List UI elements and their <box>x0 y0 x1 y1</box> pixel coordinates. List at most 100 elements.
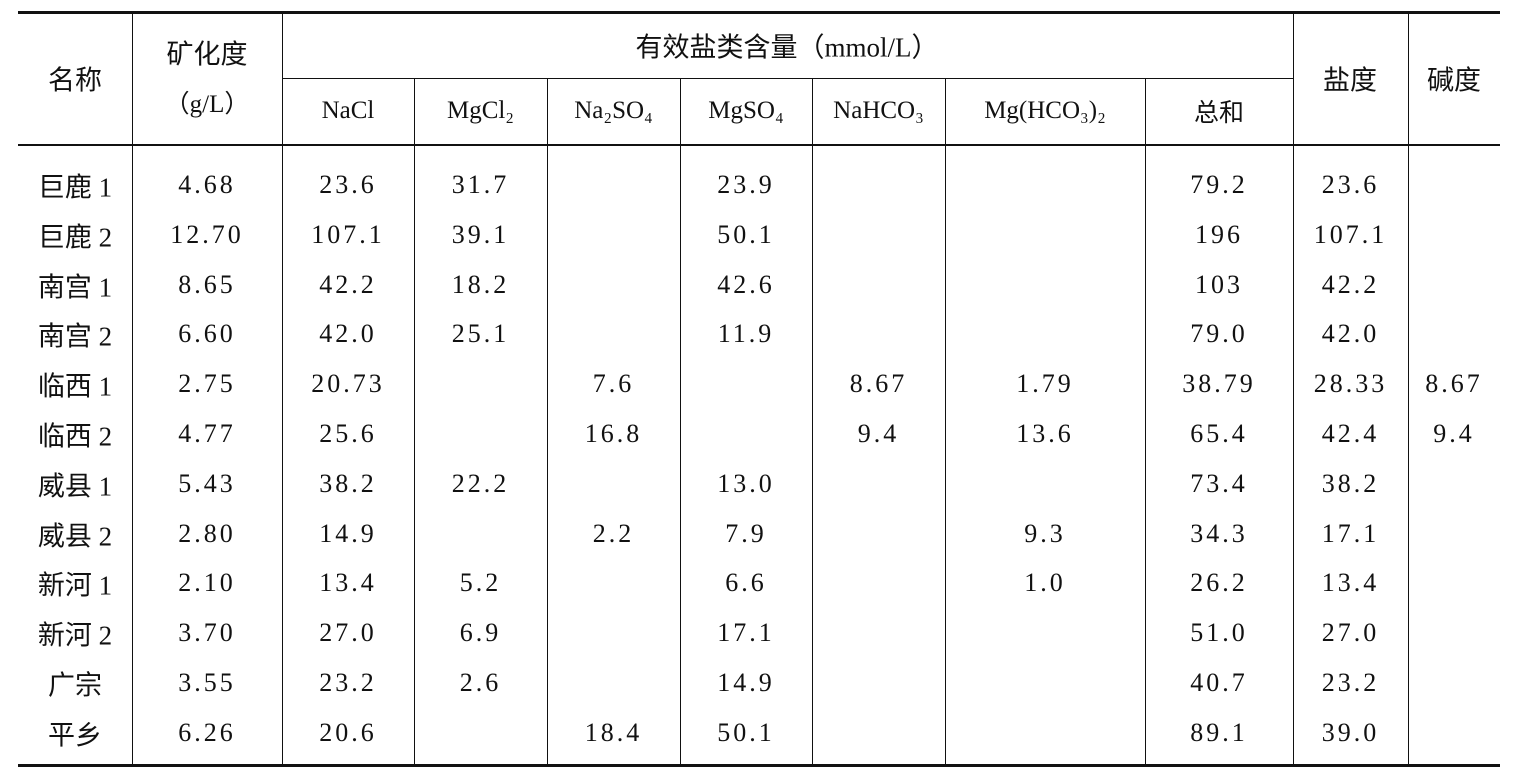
cell-value: 12.70 <box>170 219 244 249</box>
cell-value: 25.6 <box>319 419 377 448</box>
cell-value: 39.0 <box>1321 717 1380 747</box>
cell-value: 28.33 <box>1313 369 1388 399</box>
header-group: 有效盐类含量（mmol/L） <box>635 32 939 63</box>
cell-value: 2.10 <box>178 568 236 598</box>
cell-value: 42.4 <box>1321 419 1380 448</box>
cell-value: 2.80 <box>178 518 236 548</box>
cell-value: 2.6 <box>459 668 502 697</box>
cell-value: 14.9 <box>319 518 377 548</box>
cell-value: 73.4 <box>1190 468 1248 498</box>
cell-value: 7.6 <box>592 369 635 399</box>
cell-value: 18.2 <box>451 269 510 299</box>
cell-value: 5.43 <box>178 468 236 498</box>
column-rule <box>1145 79 1146 764</box>
cell-value: 26.2 <box>1190 568 1248 598</box>
cell-value: 6.9 <box>459 618 502 648</box>
column-rule <box>1293 14 1294 764</box>
row-name: 新河 2 <box>37 620 113 651</box>
cell-value: 1.0 <box>1024 568 1066 598</box>
column-rule <box>945 79 946 764</box>
cell-value: 13.4 <box>1321 568 1380 598</box>
cell-value: 6.60 <box>178 319 236 349</box>
cell-value: 65.4 <box>1190 419 1248 448</box>
cell-value: 5.2 <box>459 568 502 598</box>
cell-value: 14.9 <box>717 668 775 697</box>
cell-value: 50.1 <box>717 717 775 747</box>
cell-value: 40.7 <box>1190 668 1248 697</box>
cell-value: 79.0 <box>1190 319 1248 349</box>
row-name: 威县 1 <box>37 471 113 502</box>
header-alkalinity: 碱度 <box>1427 65 1481 96</box>
cell-value: 17.1 <box>717 618 775 648</box>
cell-value: 89.1 <box>1190 717 1248 747</box>
cell-value: 23.2 <box>319 668 377 697</box>
row-name: 新河 1 <box>37 570 113 601</box>
cell-value: 79.2 <box>1190 170 1248 199</box>
cell-value: 20.73 <box>311 369 385 399</box>
top-rule <box>18 11 1500 14</box>
cell-value: 9.3 <box>1024 518 1066 548</box>
cell-value: 34.3 <box>1190 518 1248 548</box>
cell-value: 4.68 <box>178 170 236 199</box>
header-name: 名称 <box>48 65 102 96</box>
cell-value: 9.4 <box>857 419 900 448</box>
row-name: 临西 1 <box>37 371 113 402</box>
cell-value: 27.0 <box>319 618 377 648</box>
column-rule <box>812 79 813 764</box>
cell-value: 103 <box>1195 269 1243 299</box>
cell-value: 18.4 <box>584 717 643 747</box>
cell-value: 8.65 <box>178 269 236 299</box>
cell-value: 6.26 <box>178 717 236 747</box>
header-mineralization: 矿化度 <box>166 39 248 70</box>
cell-value: 39.1 <box>451 219 510 249</box>
column-rule <box>282 14 283 764</box>
cell-value: 3.70 <box>178 618 236 648</box>
cell-value: 23.2 <box>1321 668 1380 697</box>
cell-value: 42.0 <box>319 319 377 349</box>
cell-value: 196 <box>1195 219 1243 249</box>
cell-value: 31.7 <box>451 170 510 199</box>
cell-value: 4.77 <box>178 419 236 448</box>
cell-value: 50.1 <box>717 219 775 249</box>
row-name: 临西 2 <box>37 421 113 452</box>
header-salt: MgCl₂ <box>446 97 515 124</box>
column-rule <box>1408 14 1409 764</box>
header-unit: （g/L） <box>164 91 250 118</box>
cell-value: 25.1 <box>451 319 510 349</box>
cell-value: 1.79 <box>1016 369 1074 399</box>
column-rule <box>132 14 133 764</box>
bottom-rule <box>18 764 1500 767</box>
row-name: 南宫 2 <box>37 321 113 352</box>
row-name: 威县 2 <box>37 521 113 552</box>
header-salt: 总和 <box>1193 100 1245 127</box>
row-name: 巨鹿 1 <box>37 172 113 203</box>
header-salt: Na₂SO₄ <box>574 97 653 124</box>
cell-value: 11.9 <box>717 319 775 349</box>
cell-value: 27.0 <box>1321 618 1380 648</box>
cell-value: 13.0 <box>717 468 775 498</box>
cell-value: 2.2 <box>592 518 635 548</box>
cell-value: 8.67 <box>1425 369 1483 399</box>
header-salt: Mg(HCO₃)₂ <box>984 97 1106 124</box>
row-name: 南宫 1 <box>37 272 113 303</box>
row-name: 平乡 <box>48 720 102 751</box>
cell-value: 22.2 <box>451 468 510 498</box>
cell-value: 38.79 <box>1182 369 1256 399</box>
cell-value: 42.2 <box>1321 269 1380 299</box>
cell-value: 38.2 <box>1321 468 1380 498</box>
cell-value: 107.1 <box>1313 219 1388 249</box>
column-rule <box>414 79 415 764</box>
cell-value: 51.0 <box>1190 618 1248 648</box>
cell-value: 17.1 <box>1321 518 1380 548</box>
cell-value: 6.6 <box>725 568 767 598</box>
row-name: 巨鹿 2 <box>37 222 113 253</box>
header-salt: NaCl <box>321 97 375 124</box>
cell-value: 7.9 <box>725 518 767 548</box>
cell-value: 42.2 <box>319 269 377 299</box>
cell-value: 13.6 <box>1016 419 1074 448</box>
cell-value: 8.67 <box>849 369 908 399</box>
cell-value: 107.1 <box>311 219 385 249</box>
cell-value: 38.2 <box>319 468 377 498</box>
cell-value: 23.9 <box>717 170 775 199</box>
